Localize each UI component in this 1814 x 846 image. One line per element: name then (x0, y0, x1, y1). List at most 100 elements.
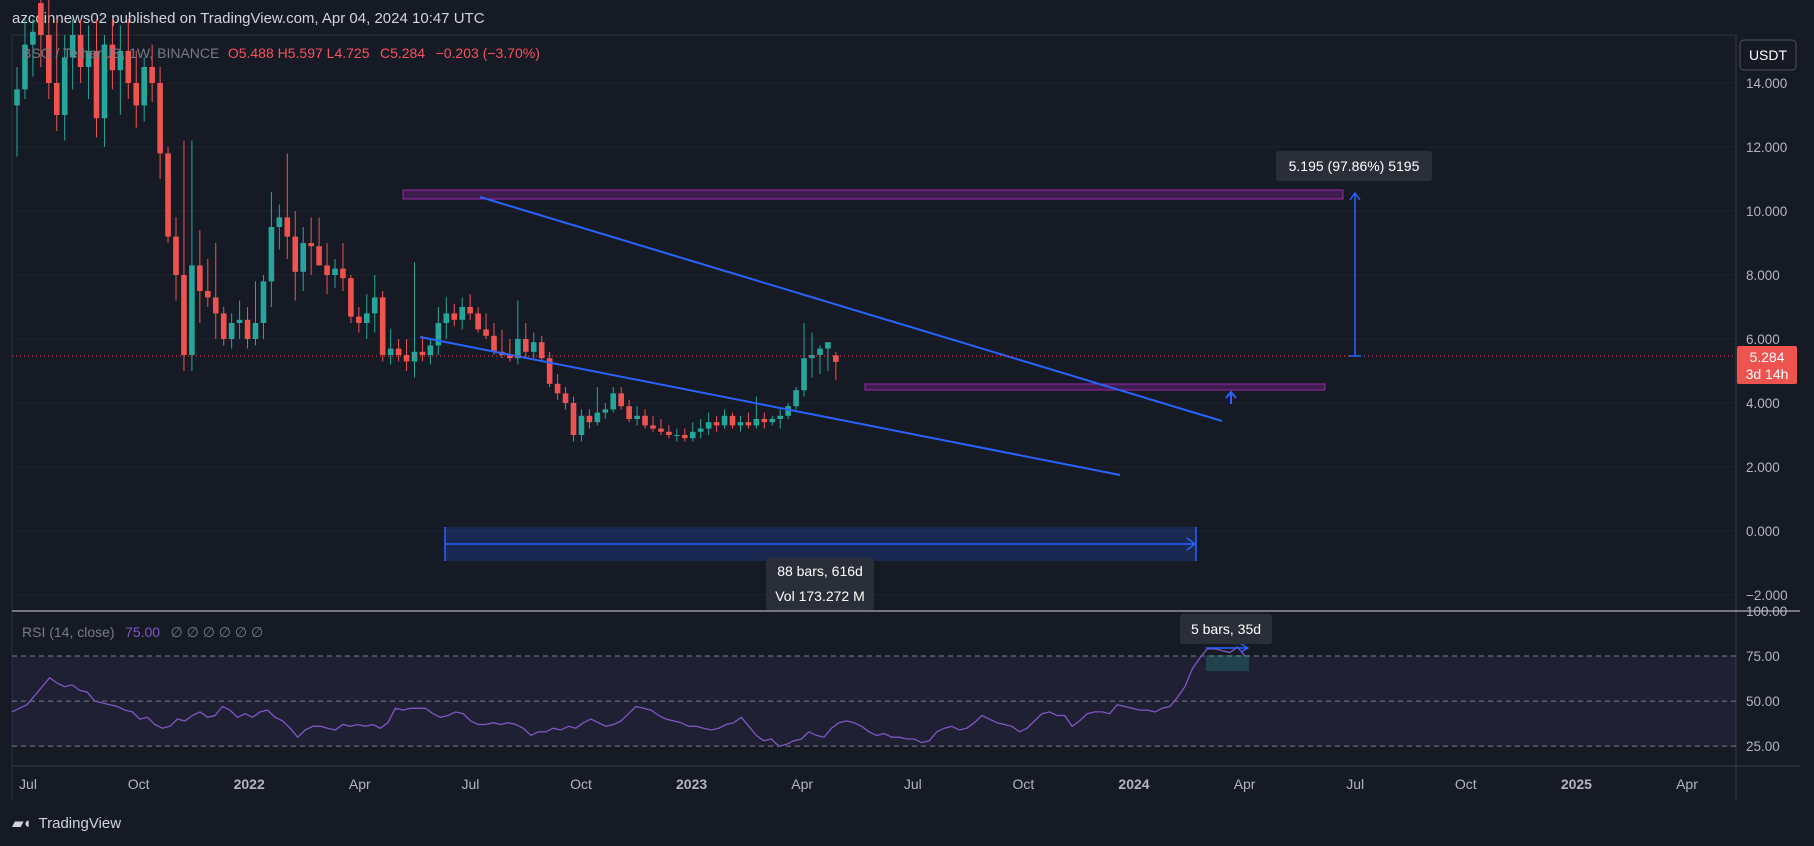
time-tick-label: Jul (1346, 776, 1364, 792)
candle-body (387, 348, 394, 355)
candle-body (69, 35, 76, 58)
candle-body (451, 313, 458, 320)
candle-body (252, 323, 259, 339)
price-tick-label: 10.000 (1746, 204, 1787, 219)
candle (109, 19, 116, 90)
candle-body (260, 281, 267, 323)
candle (650, 415, 656, 432)
candle (284, 153, 291, 259)
candle-body (228, 323, 235, 339)
candle-body (356, 316, 362, 323)
candle-body (467, 307, 473, 314)
candle (197, 230, 203, 323)
candle-body (332, 268, 338, 275)
tradingview-footer: ▰◖ TradingView (12, 814, 121, 832)
candle-body (515, 339, 521, 359)
candle (46, 0, 52, 99)
candle (212, 243, 219, 339)
time-tick-label: Apr (791, 776, 813, 792)
candle-body (530, 342, 537, 352)
candle (22, 19, 28, 99)
rsi-range-box (1206, 655, 1249, 671)
candle (602, 403, 609, 419)
candle (387, 329, 394, 365)
price-tick-label: 2.000 (1746, 460, 1780, 475)
candle (252, 281, 259, 346)
candle-body (825, 342, 831, 349)
candle (14, 67, 20, 157)
candle-body (777, 415, 783, 419)
time-tick-label: 2024 (1118, 776, 1149, 792)
ohlc-values: O5.488 H5.597 L4.725 (228, 45, 370, 61)
candle (300, 227, 306, 291)
candle-body (109, 44, 116, 71)
candle (173, 217, 179, 301)
candle-body (769, 419, 776, 423)
time-tick-label: Oct (1013, 776, 1035, 792)
candle (149, 44, 155, 103)
candle-body (801, 358, 807, 391)
candle-body (46, 35, 52, 83)
candle (562, 387, 569, 410)
time-tick-label: 2023 (676, 776, 707, 792)
tradingview-brand: TradingView (38, 815, 122, 832)
support-zone[interactable] (864, 383, 1326, 391)
rsi-pane[interactable]: 100.00 75.00 50.00 25.00 (11, 604, 1787, 754)
candle-body (284, 217, 291, 237)
candle-body (546, 358, 553, 384)
candle (125, 19, 132, 99)
symbol-label: BSG / TetherUS, 1W, BINANCE (22, 45, 219, 61)
candle-body (85, 51, 92, 67)
candle (61, 35, 68, 141)
currency-button-frame (1739, 39, 1797, 71)
candle-body (578, 415, 585, 435)
time-tick-label: Jul (19, 776, 37, 792)
candle (705, 412, 712, 435)
falling-wedge-lower-line[interactable] (419, 336, 1121, 476)
candle-body (371, 297, 378, 314)
rsi-tick-label: 25.00 (1746, 739, 1780, 754)
candle-body (761, 419, 768, 423)
candle (610, 387, 617, 413)
candle (157, 67, 163, 179)
resistance-zone[interactable] (402, 189, 1344, 200)
price-tick-label: 6.000 (1746, 332, 1780, 347)
candle-body (435, 323, 442, 346)
candle (737, 415, 744, 432)
candle-body (411, 351, 418, 362)
time-tick-label: 2025 (1561, 776, 1592, 792)
candle (141, 57, 147, 122)
candle-body (308, 243, 314, 247)
candle (117, 25, 124, 115)
candle (228, 313, 235, 349)
candle (515, 300, 521, 365)
candle (825, 342, 831, 371)
candle-body (674, 435, 680, 436)
close-value: C5.284 (380, 45, 425, 61)
candle-body (459, 307, 465, 320)
candle-body (197, 265, 203, 291)
price-axis[interactable]: 14.000 12.000 10.000 8.000 6.000 4.000 2.000 0.… (1746, 76, 1788, 603)
candle-body (753, 419, 760, 426)
falling-wedge-upper-line[interactable] (479, 196, 1223, 422)
price-tick-label: 14.000 (1746, 76, 1787, 91)
candle (689, 422, 696, 442)
candle (554, 374, 561, 400)
candle-body (817, 348, 823, 355)
candle (745, 412, 752, 429)
rsi-range-label: 5 bars, 35d (1191, 621, 1261, 637)
candle-body (610, 393, 617, 410)
candle (785, 403, 791, 419)
currency-button[interactable]: USDT (1739, 39, 1797, 71)
candle (268, 191, 275, 307)
candle-body (793, 390, 799, 407)
candle (316, 217, 322, 266)
candle-body (22, 44, 28, 90)
candle-body (93, 51, 100, 119)
time-axis[interactable]: Jul Oct 2022 Apr Jul Oct 2023 Apr Jul Oct 2024 Apr J… (19, 776, 1698, 792)
price-tag-countdown: 3d 14h (1746, 366, 1789, 382)
candle (308, 217, 314, 275)
change-value: −0.203 (−3.70%) (436, 45, 540, 61)
candle (403, 339, 410, 371)
